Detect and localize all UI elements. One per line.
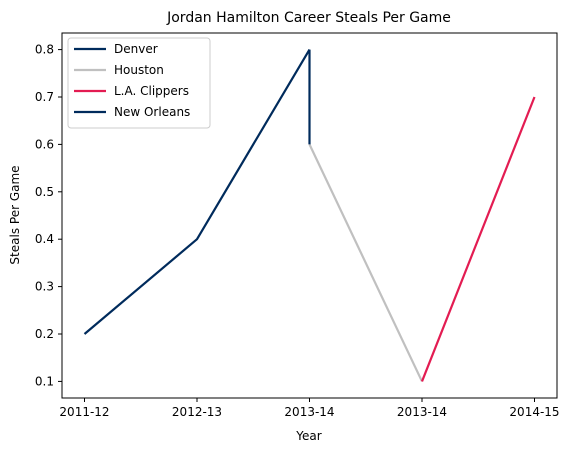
plot-area: 2011-122012-132013-142013-142014-152015-… [35, 32, 560, 419]
y-tick-label: 0.7 [35, 90, 54, 104]
y-tick-label: 0.2 [35, 327, 54, 341]
y-tick-label: 0.5 [35, 185, 54, 199]
x-tick-label: 2014-15 [509, 405, 559, 419]
x-tick-label: 2011-12 [59, 405, 109, 419]
legend-label-4: New Orleans [114, 105, 190, 119]
chart-title: Jordan Hamilton Career Steals Per Game [166, 10, 451, 26]
series-line-3 [420, 96, 536, 382]
series-line-2 [308, 143, 423, 382]
y-tick-label: 0.8 [35, 43, 54, 57]
legend-label-3: L.A. Clippers [114, 84, 189, 98]
series-line-1 [83, 49, 311, 335]
x-tick-label: 2012-13 [172, 405, 222, 419]
y-tick-label: 0.6 [35, 137, 54, 151]
y-axis-label: Steals Per Game [8, 165, 22, 264]
x-axis-label: Year [295, 429, 321, 443]
y-tick-label: 0.3 [35, 280, 54, 294]
y-tick-label: 0.1 [35, 374, 54, 388]
x-tick-label: 2013-14 [284, 405, 334, 419]
legend-box [67, 37, 211, 129]
x-tick-label: 2013-14 [397, 405, 447, 419]
y-tick-label: 0.4 [35, 232, 54, 246]
legend-label-1: Denver [114, 42, 158, 56]
legend: Denver Houston L.A. Clippers New Orleans [67, 37, 211, 129]
legend-label-2: Houston [114, 63, 164, 77]
